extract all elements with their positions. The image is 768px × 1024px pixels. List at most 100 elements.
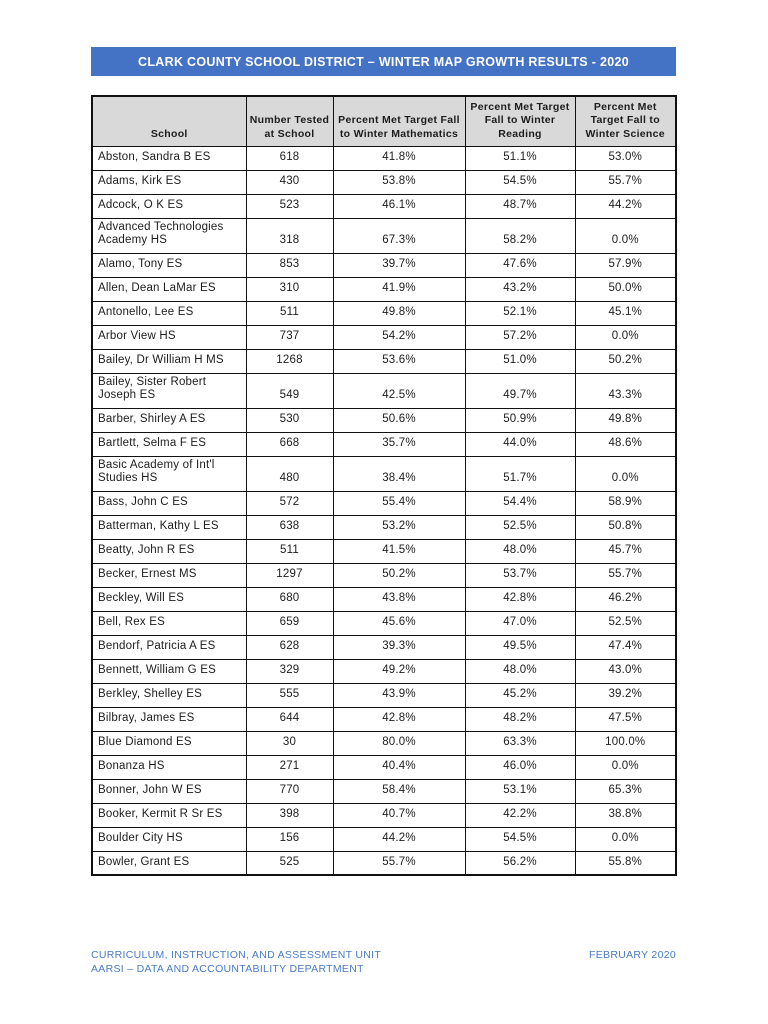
tested-cell: 737	[245, 324, 334, 350]
science-cell: 53.0%	[574, 145, 677, 171]
table-row: Bowler, Grant ES 525 55.7% 56.2% 55.8%	[91, 850, 677, 876]
document-title: CLARK COUNTY SCHOOL DISTRICT – WINTER MA…	[138, 54, 629, 69]
science-cell: 0.0%	[574, 826, 677, 852]
tested-cell: 853	[245, 252, 334, 278]
school-cell: Bennett, William G ES	[91, 658, 247, 684]
table-row: Boulder City HS 156 44.2% 54.5% 0.0%	[91, 826, 677, 852]
school-cell: Bonanza HS	[91, 754, 247, 780]
table-row: Berkley, Shelley ES 555 43.9% 45.2% 39.2…	[91, 682, 677, 708]
science-cell: 0.0%	[574, 324, 677, 350]
science-cell: 43.0%	[574, 658, 677, 684]
science-cell: 49.8%	[574, 407, 677, 433]
reading-cell: 46.0%	[464, 754, 576, 780]
science-cell: 39.2%	[574, 682, 677, 708]
reading-cell: 48.0%	[464, 658, 576, 684]
table-row: Adams, Kirk ES 430 53.8% 54.5% 55.7%	[91, 169, 677, 195]
reading-cell: 49.7%	[464, 372, 576, 409]
math-cell: 38.4%	[332, 455, 466, 492]
school-cell: Allen, Dean LaMar ES	[91, 276, 247, 302]
footer-department: CURRICULUM, INSTRUCTION, AND ASSESSMENT …	[91, 948, 381, 976]
science-cell: 65.3%	[574, 778, 677, 804]
school-cell: Adcock, O K ES	[91, 193, 247, 219]
table-row: Barber, Shirley A ES 530 50.6% 50.9% 49.…	[91, 407, 677, 433]
school-cell: Bailey, Sister Robert Joseph ES	[91, 372, 247, 409]
school-cell: Beatty, John R ES	[91, 538, 247, 564]
table-row: Bass, John C ES 572 55.4% 54.4% 58.9%	[91, 490, 677, 516]
school-cell: Advanced Technologies Academy HS	[91, 217, 247, 254]
math-cell: 53.8%	[332, 169, 466, 195]
table-row: Bailey, Sister Robert Joseph ES 549 42.5…	[91, 372, 677, 409]
reading-cell: 50.9%	[464, 407, 576, 433]
tested-cell: 156	[245, 826, 334, 852]
math-cell: 43.8%	[332, 586, 466, 612]
reading-cell: 52.1%	[464, 300, 576, 326]
science-cell: 45.7%	[574, 538, 677, 564]
school-cell: Abston, Sandra B ES	[91, 145, 247, 171]
reading-cell: 49.5%	[464, 634, 576, 660]
tested-cell: 480	[245, 455, 334, 492]
math-cell: 39.3%	[332, 634, 466, 660]
math-cell: 67.3%	[332, 217, 466, 254]
school-cell: Beckley, Will ES	[91, 586, 247, 612]
reading-cell: 54.5%	[464, 169, 576, 195]
science-cell: 57.9%	[574, 252, 677, 278]
math-cell: 49.2%	[332, 658, 466, 684]
reading-cell: 56.2%	[464, 850, 576, 876]
reading-cell: 54.5%	[464, 826, 576, 852]
table-row: Batterman, Kathy L ES 638 53.2% 52.5% 50…	[91, 514, 677, 540]
reading-cell: 51.0%	[464, 348, 576, 374]
table-row: Bailey, Dr William H MS 1268 53.6% 51.0%…	[91, 348, 677, 374]
science-cell: 0.0%	[574, 217, 677, 254]
science-cell: 50.2%	[574, 348, 677, 374]
math-cell: 43.9%	[332, 682, 466, 708]
reading-cell: 52.5%	[464, 514, 576, 540]
school-cell: Bailey, Dr William H MS	[91, 348, 247, 374]
reading-cell: 48.0%	[464, 538, 576, 564]
science-cell: 0.0%	[574, 455, 677, 492]
reading-cell: 58.2%	[464, 217, 576, 254]
math-cell: 58.4%	[332, 778, 466, 804]
math-cell: 41.5%	[332, 538, 466, 564]
col-header-reading: Percent Met Target Fall to Winter Readin…	[464, 95, 576, 147]
table-row: Adcock, O K ES 523 46.1% 48.7% 44.2%	[91, 193, 677, 219]
math-cell: 80.0%	[332, 730, 466, 756]
math-cell: 53.2%	[332, 514, 466, 540]
math-cell: 50.2%	[332, 562, 466, 588]
reading-cell: 47.6%	[464, 252, 576, 278]
tested-cell: 430	[245, 169, 334, 195]
tested-cell: 618	[245, 145, 334, 171]
science-cell: 44.2%	[574, 193, 677, 219]
title-banner: CLARK COUNTY SCHOOL DISTRICT – WINTER MA…	[91, 47, 676, 76]
science-cell: 58.9%	[574, 490, 677, 516]
tested-cell: 628	[245, 634, 334, 660]
tested-cell: 511	[245, 538, 334, 564]
table-row: Blue Diamond ES 30 80.0% 63.3% 100.0%	[91, 730, 677, 756]
reading-cell: 51.7%	[464, 455, 576, 492]
table-row: Bendorf, Patricia A ES 628 39.3% 49.5% 4…	[91, 634, 677, 660]
table-row: Becker, Ernest MS 1297 50.2% 53.7% 55.7%	[91, 562, 677, 588]
footer-unit-line: CURRICULUM, INSTRUCTION, AND ASSESSMENT …	[91, 949, 382, 961]
reading-cell: 43.2%	[464, 276, 576, 302]
results-table: School Number Tested at School Percent M…	[91, 95, 677, 877]
school-cell: Berkley, Shelley ES	[91, 682, 247, 708]
school-cell: Booker, Kermit R Sr ES	[91, 802, 247, 828]
science-cell: 38.8%	[574, 802, 677, 828]
tested-cell: 511	[245, 300, 334, 326]
science-cell: 50.8%	[574, 514, 677, 540]
reading-cell: 51.1%	[464, 145, 576, 171]
table-row: Basic Academy of Int'l Studies HS 480 38…	[91, 455, 677, 492]
math-cell: 40.4%	[332, 754, 466, 780]
school-cell: Alamo, Tony ES	[91, 252, 247, 278]
school-cell: Boulder City HS	[91, 826, 247, 852]
school-cell: Becker, Ernest MS	[91, 562, 247, 588]
school-cell: Bilbray, James ES	[91, 706, 247, 732]
footer-date: FEBRUARY 2020	[589, 949, 676, 961]
tested-cell: 659	[245, 610, 334, 636]
tested-cell: 523	[245, 193, 334, 219]
table-row: Bilbray, James ES 644 42.8% 48.2% 47.5%	[91, 706, 677, 732]
math-cell: 55.7%	[332, 850, 466, 876]
tested-cell: 1297	[245, 562, 334, 588]
reading-cell: 53.7%	[464, 562, 576, 588]
table-row: Bonner, John W ES 770 58.4% 53.1% 65.3%	[91, 778, 677, 804]
reading-cell: 42.8%	[464, 586, 576, 612]
